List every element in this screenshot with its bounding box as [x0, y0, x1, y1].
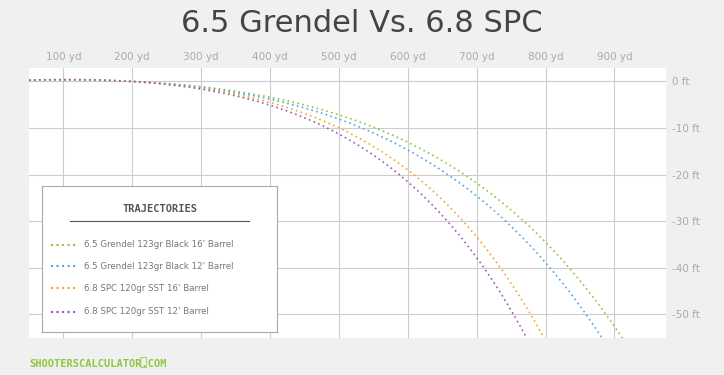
Text: SHOOTERSCALCULATOR.COM: SHOOTERSCALCULATOR.COM — [29, 359, 167, 369]
Text: ⌖: ⌖ — [139, 356, 146, 369]
Text: 6.5 Grendel Vs. 6.8 SPC: 6.5 Grendel Vs. 6.8 SPC — [181, 9, 543, 38]
